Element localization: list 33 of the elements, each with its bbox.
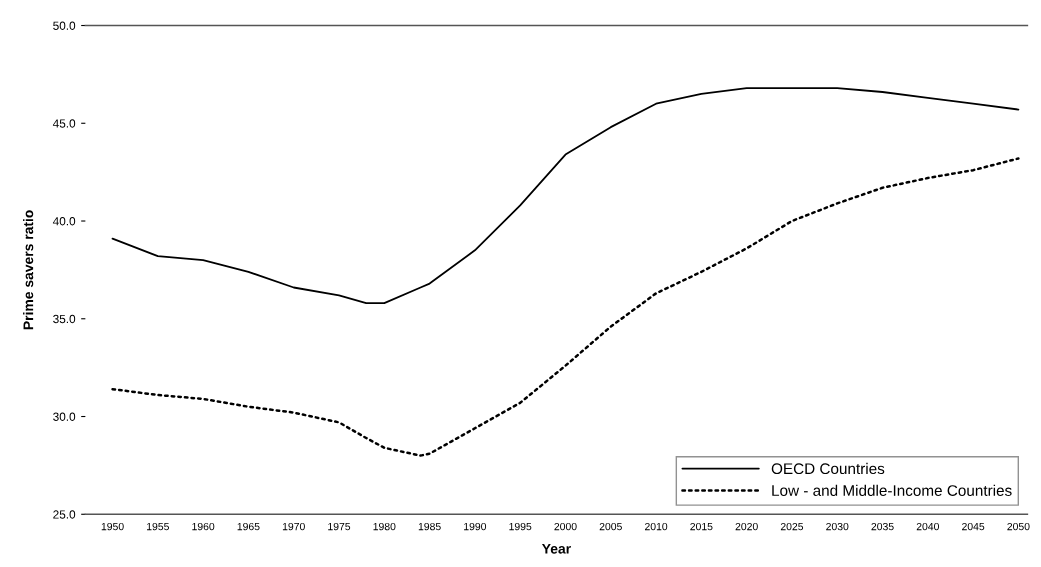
x-tick-label: 1980	[373, 522, 396, 531]
x-tick-label: 1985	[418, 522, 441, 531]
x-tick-label: 2015	[690, 522, 713, 531]
x-tick-label: 2045	[962, 522, 985, 531]
line-series	[111, 87, 1020, 305]
x-tick-label: 1965	[237, 522, 260, 531]
x-tick-label: 2030	[826, 522, 849, 531]
x-tick-label: 2005	[599, 522, 622, 531]
y-tick-label: 35.0	[53, 314, 76, 324]
legend-label: OECD Countries	[771, 462, 885, 475]
x-tick-label: 2020	[735, 522, 758, 531]
x-tick-label: 2035	[871, 522, 894, 531]
x-tick-label: 1970	[282, 522, 305, 531]
y-tick-label: 30.0	[53, 412, 76, 421]
y-axis-title: Prime savers ratio	[23, 210, 34, 330]
x-tick-label: 2040	[916, 522, 939, 531]
x-tick-label: 2025	[780, 522, 804, 531]
x-tick-label: 1995	[509, 522, 532, 531]
y-tick-label: 25.0	[53, 510, 76, 519]
line-series	[111, 157, 1020, 457]
y-tick-label: 45.0	[52, 119, 76, 128]
x-tick-label: 1975	[328, 522, 351, 531]
x-tick-label: 1960	[192, 522, 215, 531]
x-tick-label: 1955	[147, 522, 169, 531]
y-tick-label: 40.0	[52, 217, 76, 226]
x-tick-label: 1990	[464, 522, 487, 531]
legend-label: Low - and Middle-Income Countries	[772, 484, 1012, 496]
x-tick-label: 2050	[1007, 522, 1030, 531]
x-tick-label: 2010	[645, 522, 668, 531]
x-tick-label: 1950	[101, 522, 124, 531]
x-axis-title: Year	[541, 543, 571, 554]
x-tick-label: 2000	[554, 522, 577, 531]
y-tick-label: 50.0	[53, 21, 76, 30]
